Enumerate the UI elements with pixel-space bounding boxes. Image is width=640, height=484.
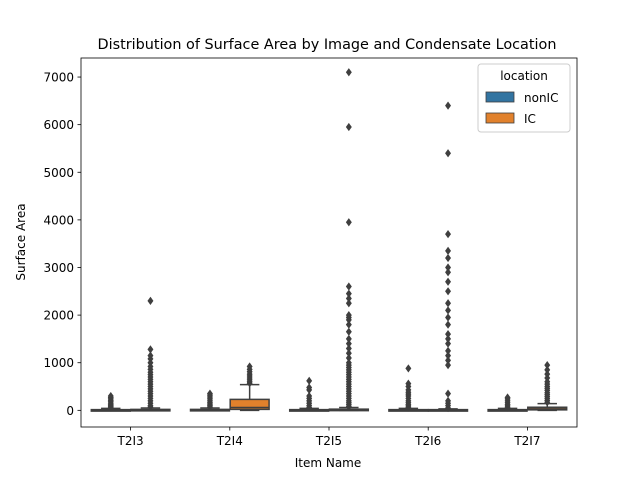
legend[interactable]: location nonIC IC [477,63,571,133]
outlier-point [445,246,452,255]
outlier-point [306,383,313,392]
outlier-point [107,391,114,401]
outlier-point [306,376,313,385]
outlier-point [345,294,352,303]
x-tick-label: T2I7 [513,434,540,448]
legend-label-ic: IC [524,112,536,126]
outlier-point [405,379,412,388]
outlier-point [445,299,452,308]
box-ic-t2i6 [427,101,469,413]
outlier-point [445,351,452,360]
plot-area [90,68,568,413]
legend-label-nonic: nonIC [524,91,558,105]
outlier-point [445,360,452,370]
box-nonic-t2i7 [487,393,528,412]
y-tick-label: 6000 [43,118,74,132]
box-nonic-t2i6 [388,364,429,412]
outlier-point [445,396,452,405]
outlier-point [147,345,154,354]
outlier-point [445,330,452,339]
y-tick-label: 4000 [43,213,74,227]
box-nonic-t2i3 [90,391,131,412]
outlier-point [345,358,352,367]
x-tick-label: T2I3 [117,434,144,448]
outlier-point [147,351,154,360]
outlier-point [345,320,352,329]
box-nonic-t2i5 [288,376,330,412]
outlier-point [345,282,352,291]
outlier-point [206,389,213,398]
outlier-point [544,360,551,370]
box-nonic-t2i4 [189,389,231,412]
outlier-point [445,313,452,322]
box-ic-t2i4 [229,362,270,412]
outlier-point [445,268,452,277]
box-body [229,398,270,411]
y-tick-label: 0 [66,404,74,418]
outlier-point [445,253,452,263]
chart-title: Distribution of Surface Area by Image an… [98,37,557,53]
outlier-point [544,370,551,379]
y-tick-label: 1000 [43,356,74,370]
outlier-point [405,364,412,373]
outlier-point [445,389,452,398]
outlier-point [445,306,452,315]
outlier-point [544,365,551,374]
y-axis-label: Surface Area [14,203,28,280]
outlier-point [345,68,352,77]
outlier-point [345,344,352,353]
y-axis: 0 1000 2000 3000 4000 5000 6000 7000 [43,71,81,418]
outlier-point [345,334,352,344]
x-tick-label: T2I4 [216,434,243,448]
outlier-point [445,356,452,365]
x-tick-label: T2I6 [414,434,441,448]
outlier-point [345,122,352,132]
outlier-point [345,218,352,227]
outlier-point [445,230,452,239]
box-ic-t2i5 [328,68,370,412]
outlier-point [445,263,452,272]
outlier-point [345,339,352,348]
x-tick-label: T2I5 [315,434,342,448]
outlier-point [445,339,452,348]
outlier-point [445,101,452,110]
outlier-point [345,353,352,363]
outlier-point [147,296,154,305]
y-tick-label: 2000 [43,309,74,323]
outlier-point [246,362,253,371]
outlier-point [445,334,452,344]
outlier-point [345,310,352,320]
outlier-point [345,289,352,298]
y-tick-label: 3000 [43,261,74,275]
outlier-point [445,320,452,329]
x-axis: T2I3 T2I4 T2I5 T2I6 T2I7 [117,427,540,448]
legend-swatch-ic [485,112,515,124]
outlier-point [445,149,452,158]
legend-title: location [500,69,548,83]
legend-swatch-noniC [485,91,515,103]
outlier-point [345,349,352,358]
y-tick-label: 5000 [43,166,74,180]
outlier-point [445,346,452,355]
y-tick-label: 7000 [43,71,74,85]
box-ic-t2i7 [527,360,568,412]
outlier-point [306,391,313,401]
box-ic-t2i3 [130,296,171,412]
x-axis-label: Item Name [295,456,362,470]
outlier-point [504,393,511,402]
outlier-point [345,299,352,308]
outlier-point [445,287,452,296]
outlier-point [345,327,352,336]
outlier-point [445,277,452,286]
